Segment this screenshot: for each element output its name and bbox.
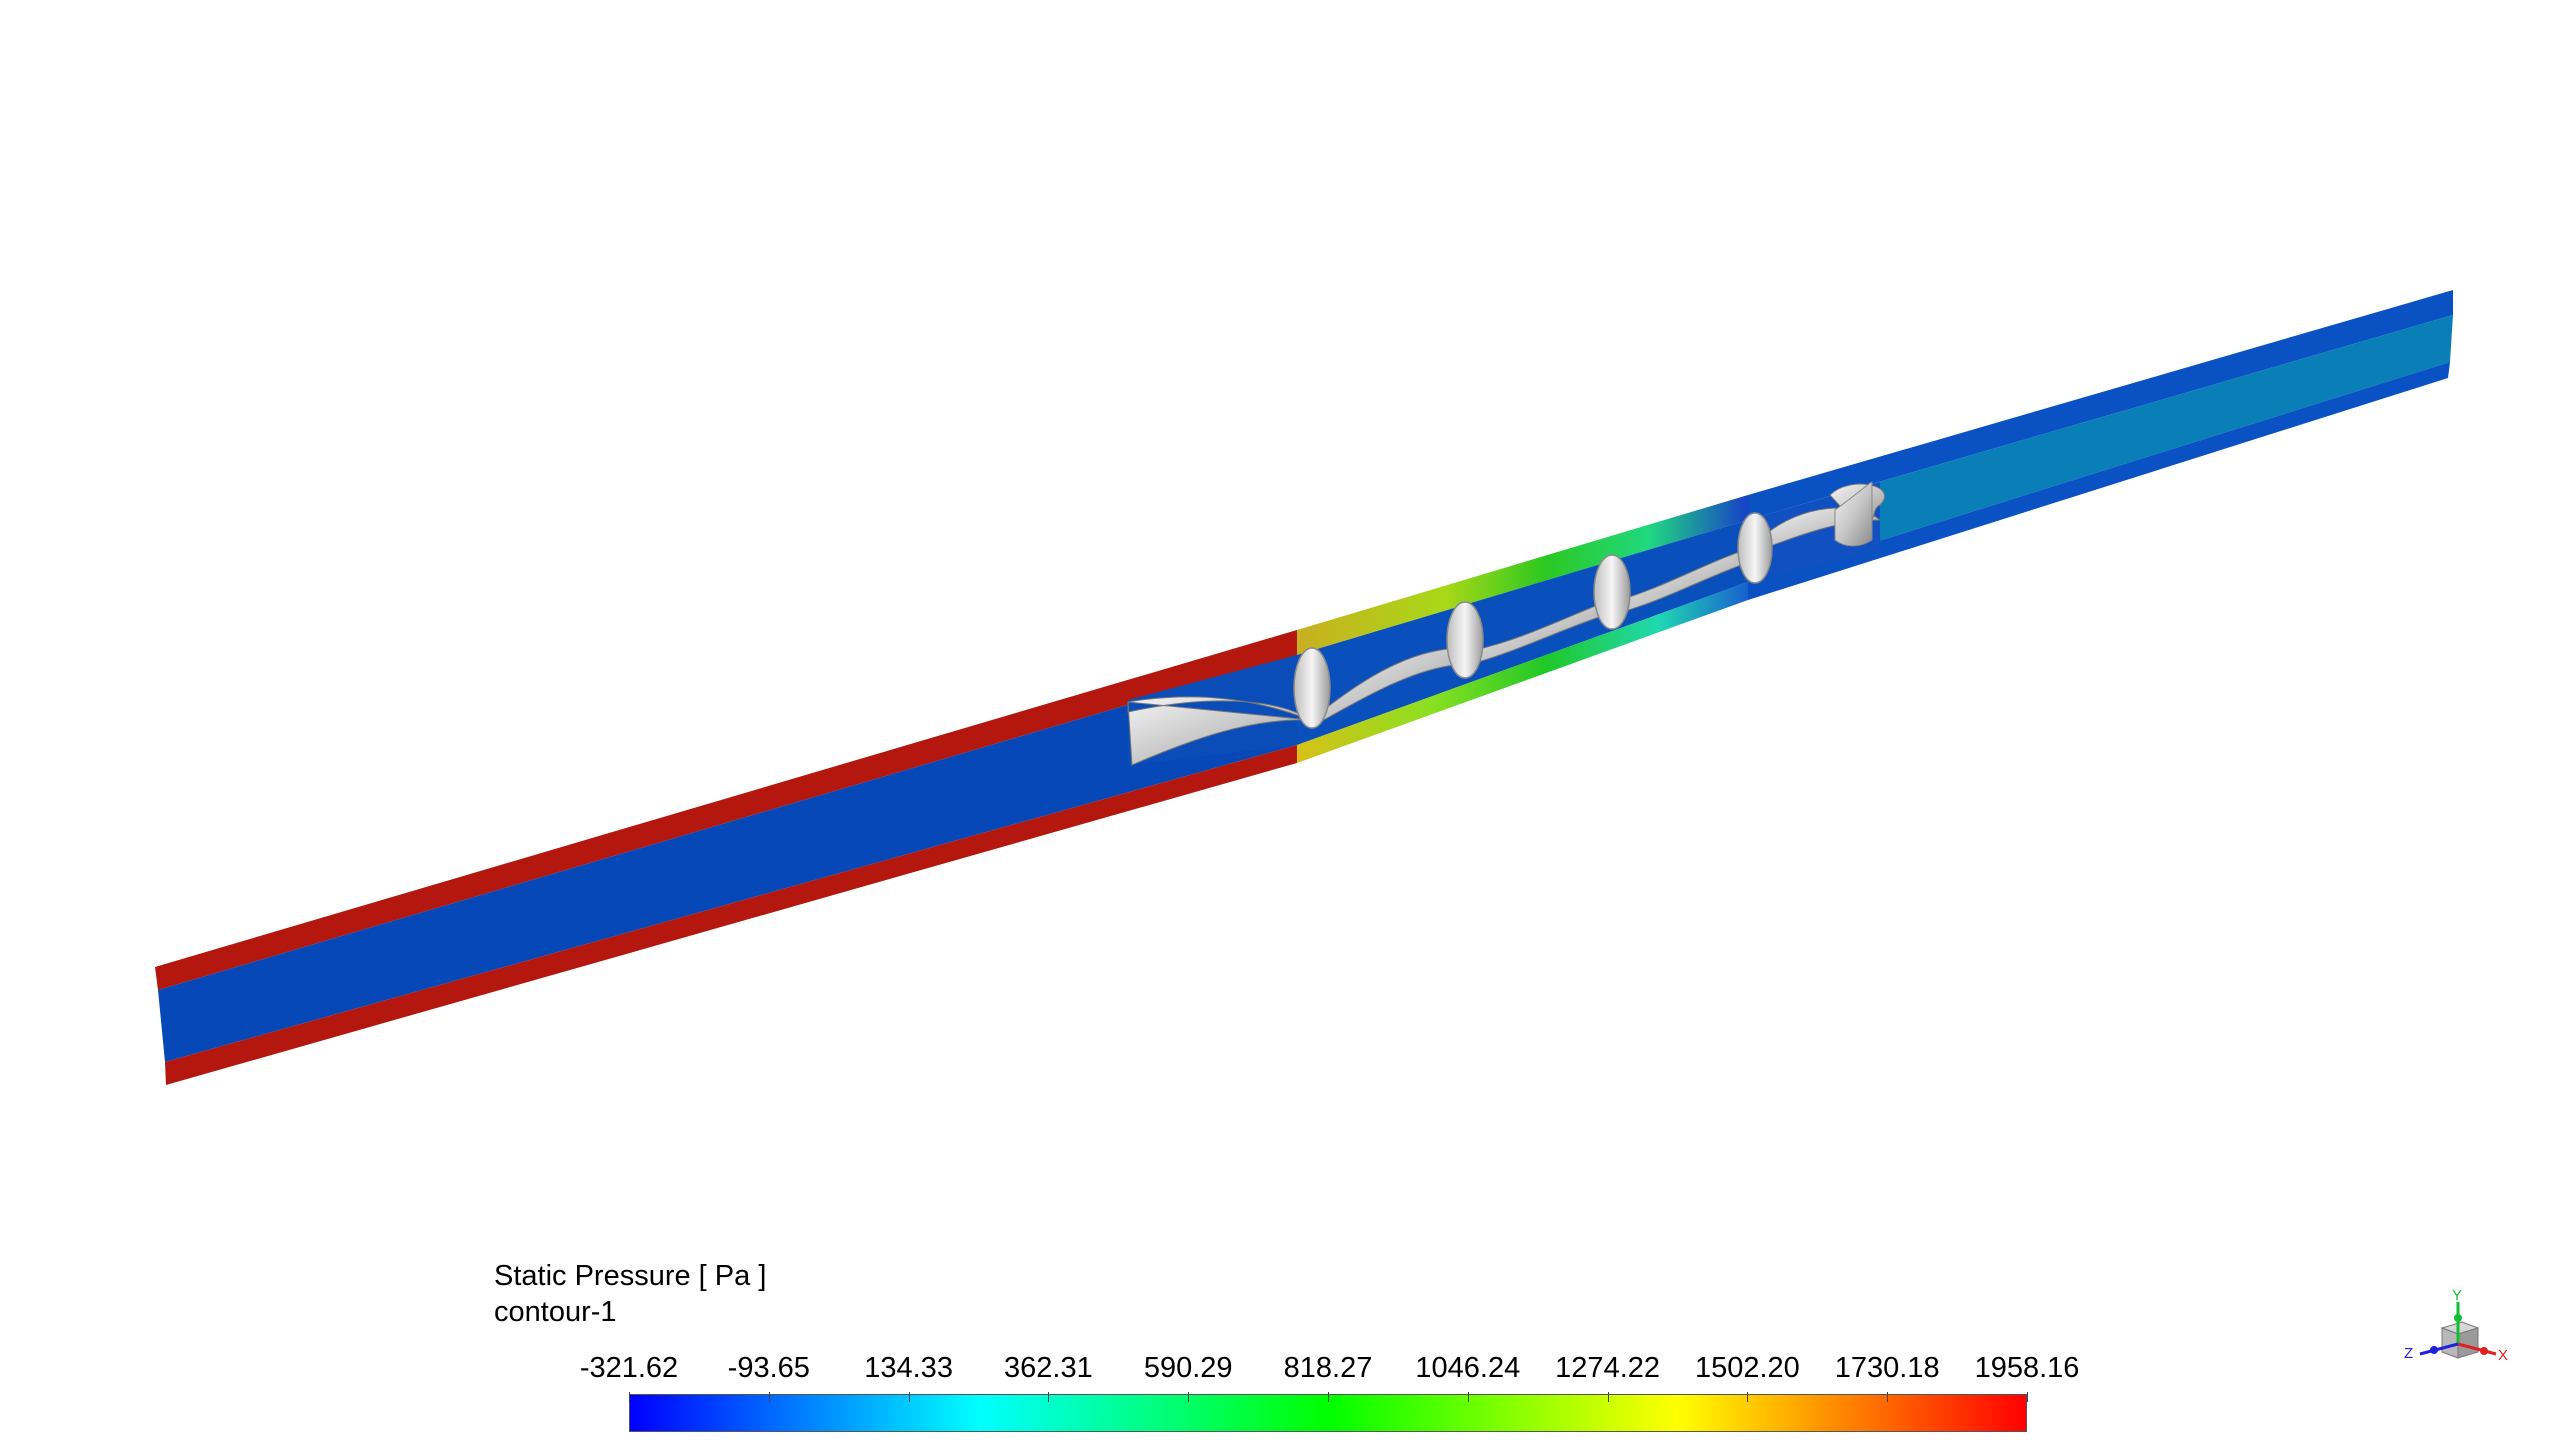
legend-tick-label: -321.62	[579, 1352, 679, 1384]
legend-tick-mark	[1887, 1392, 1889, 1402]
x-axis-icon	[2457, 1342, 2497, 1356]
legend-tick-label: 1730.18	[1834, 1352, 1940, 1384]
x-axis-tip	[2480, 1347, 2488, 1355]
inlet-top-wall	[155, 630, 1297, 990]
legend-tick-mark	[768, 1392, 770, 1402]
y-axis-tip	[2454, 1314, 2462, 1322]
legend-tick-mark	[1048, 1392, 1050, 1402]
legend-tick-label: 362.31	[1004, 1352, 1093, 1384]
mixer-ring-4	[1737, 512, 1773, 584]
legend-tick-label: 1502.20	[1694, 1352, 1800, 1384]
mixer-ring-2	[1446, 601, 1484, 679]
legend-tick-label: 1958.16	[1974, 1352, 2080, 1384]
inlet-core	[158, 655, 1297, 1062]
triad-z-label: Z	[2404, 1345, 2413, 1362]
legend-tick-mark	[1328, 1392, 1329, 1402]
mixer-core	[1297, 520, 1748, 745]
legend-tick-mark	[629, 1392, 630, 1402]
legend-title: Static Pressure [ Pa ]	[494, 1260, 767, 1292]
legend-tick-mark	[1467, 1392, 1469, 1402]
legend-tick-label: 134.33	[864, 1352, 953, 1384]
outlet-top-wall	[1748, 290, 2453, 520]
legend-tick-mark	[1607, 1392, 1609, 1402]
mixer-top-wall	[1297, 495, 1748, 655]
legend-tick-label: -93.65	[727, 1352, 810, 1384]
inlet-section	[155, 630, 1297, 1085]
legend-tick-mark	[2027, 1392, 2028, 1402]
outlet-section	[1748, 290, 2453, 600]
outlet-core	[1748, 315, 2453, 582]
mixer-ring-1	[1293, 647, 1331, 729]
legend-tick-label: 1274.22	[1555, 1352, 1661, 1384]
triad-y-label: Y	[2452, 1288, 2462, 1304]
triad-x-label: X	[2498, 1347, 2508, 1364]
mixer-rings	[1293, 481, 1873, 729]
legend-tick-mark	[908, 1392, 910, 1402]
legend-subtitle: contour-1	[494, 1296, 617, 1328]
legend-tick-mark	[1747, 1392, 1749, 1402]
outlet-bottom-wall	[1748, 362, 2450, 600]
mixer-ring-3	[1593, 554, 1631, 630]
axis-triad[interactable]: Y X Z	[2400, 1288, 2510, 1398]
legend-tick-label: 818.27	[1283, 1352, 1373, 1384]
mixer-bottom-wall	[1297, 582, 1748, 763]
legend-tick-mark	[1188, 1392, 1190, 1402]
z-axis-icon	[2419, 1342, 2459, 1356]
z-axis-tip	[2430, 1346, 2438, 1354]
triad-cube-icon	[2440, 1321, 2480, 1359]
legend-tick-label: 590.29	[1143, 1352, 1233, 1384]
inlet-bottom-wall	[165, 745, 1297, 1085]
legend-tick-label: 1046.24	[1415, 1352, 1521, 1384]
mixer-blade-end	[1834, 481, 1873, 547]
